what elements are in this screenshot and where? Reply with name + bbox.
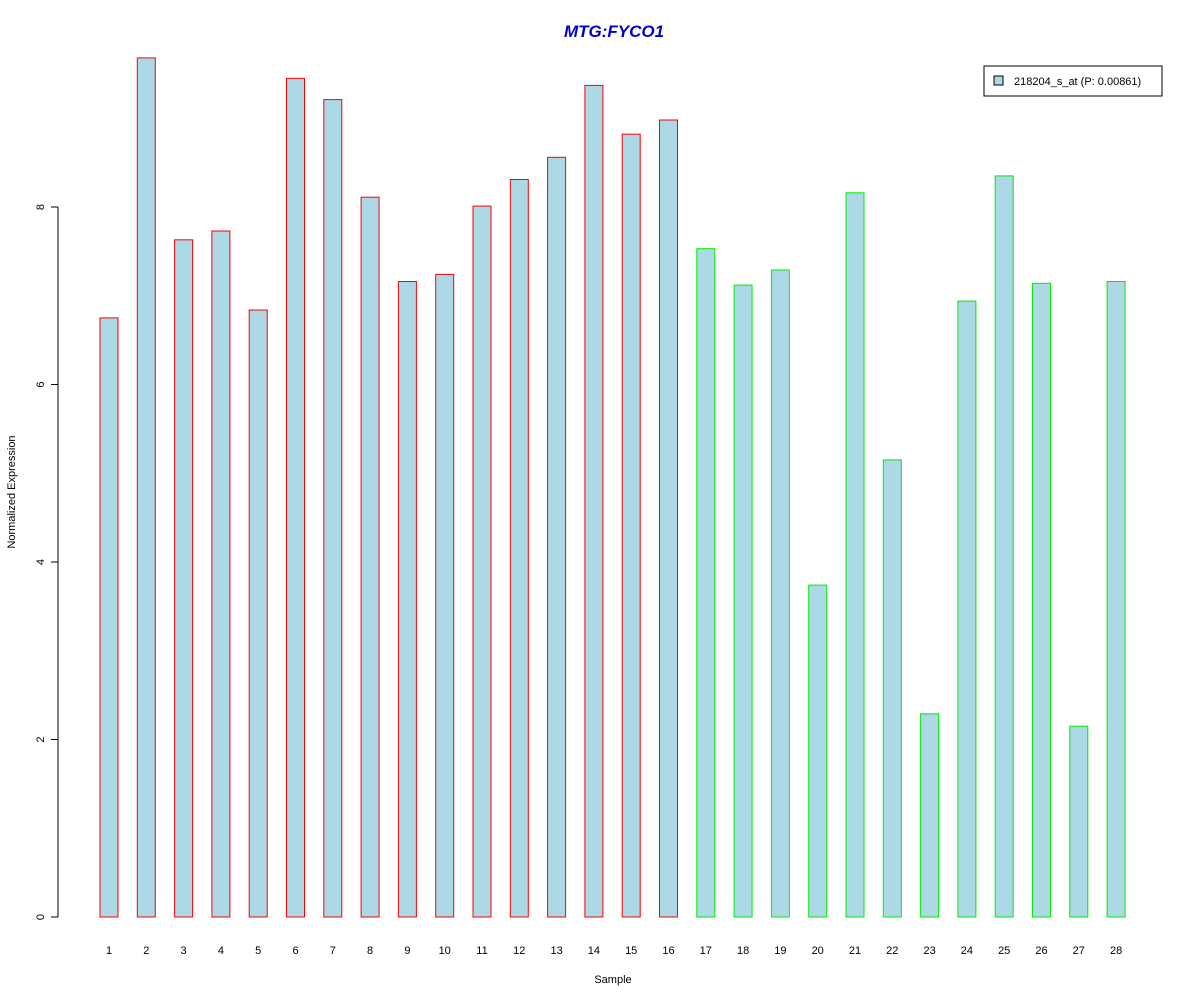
x-tick-label: 4 [218,945,224,957]
bar [621,133,641,918]
y-axis-ticks: 0 2 4 6 8 [35,204,58,920]
x-tick-label: 5 [255,945,261,957]
x-tick-label: 21 [849,945,861,957]
bar [957,300,977,918]
chart-title: MTG:FYCO1 [564,22,664,41]
y-tick-label: 6 [35,381,47,387]
x-tick-label: 16 [662,945,674,957]
y-tick-label: 8 [35,204,47,210]
y-tick-label: 4 [35,559,47,565]
x-tick-label: 7 [330,945,336,957]
bar [136,57,156,918]
bar [696,248,716,918]
x-tick-label: 12 [513,945,525,957]
bar [584,84,604,918]
bar [397,281,417,918]
bar [509,179,529,918]
y-axis-label: Normalized Expression [6,435,18,548]
bar [547,156,567,918]
x-tick-label: 26 [1035,945,1047,957]
bar [808,584,828,918]
bar [882,459,902,918]
bar [99,317,119,918]
x-tick-label: 24 [961,945,973,957]
x-tick-label: 9 [404,945,410,957]
y-tick-label: 2 [35,736,47,742]
x-tick-label: 18 [737,945,749,957]
x-tick-label: 10 [439,945,451,957]
x-tick-label: 17 [700,945,712,957]
x-tick-label: 11 [476,945,487,957]
bar [472,205,492,918]
legend-label: 218204_s_at (P: 0.00861) [1014,76,1141,88]
x-tick-label: 22 [886,945,898,957]
bar [920,713,940,918]
bar [435,273,455,918]
bar [211,230,231,918]
x-tick-label: 25 [998,945,1010,957]
x-tick-label: 23 [923,945,935,957]
y-tick-label: 0 [35,914,47,920]
x-tick-label: 3 [181,945,187,957]
legend: 218204_s_at (P: 0.00861) [983,65,1163,97]
bar [323,99,343,918]
bars [99,57,1126,918]
bar [360,196,380,918]
bar [1032,282,1051,918]
legend-box [983,65,1163,97]
x-tick-label: 8 [367,945,373,957]
x-tick-label: 2 [143,945,149,957]
bar [733,284,753,918]
x-tick-label: 28 [1110,945,1122,957]
x-axis-tick-labels: 1 2 3 4 5 6 7 8 9 10 11 12 13 14 15 16 17 18 19 20 21 22 23 24 2… [106,945,1122,957]
bar [174,239,194,918]
x-tick-label: 13 [550,945,562,957]
x-tick-label: 15 [625,945,637,957]
x-tick-label: 6 [292,945,298,957]
bar [659,119,678,918]
bar [1106,281,1126,918]
x-tick-label: 19 [774,945,786,957]
x-tick-label: 27 [1073,945,1085,957]
bar [994,175,1014,918]
x-tick-label: 20 [812,945,824,957]
x-tick-label: 14 [588,945,600,957]
bar [770,269,790,918]
x-axis-label: Sample [594,974,631,986]
bar [845,192,865,918]
x-tick-label: 1 [106,945,112,957]
bar [248,309,268,918]
bar [286,77,305,918]
legend-swatch [993,75,1004,86]
bar [1069,725,1089,918]
